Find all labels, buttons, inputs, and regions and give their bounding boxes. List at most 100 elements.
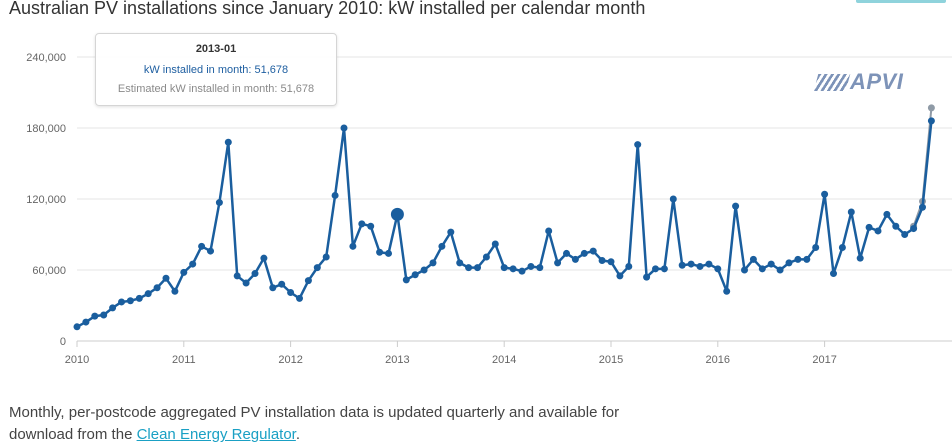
x-tick-label: 2017 [812, 354, 836, 366]
data-point [269, 284, 277, 292]
data-point [803, 255, 811, 263]
data-point [251, 270, 259, 278]
data-point [438, 242, 446, 250]
data-point [705, 260, 713, 268]
tooltip-estimated: Estimated kW installed in month: 51,678 [117, 83, 315, 95]
data-point [135, 294, 143, 302]
data-point [830, 270, 837, 278]
data-point [901, 231, 909, 238]
y-tick-label: 0 [60, 336, 66, 348]
apvi-logo-text: APVI [850, 69, 904, 94]
estimated-data-point [927, 104, 935, 112]
data-point [491, 240, 499, 248]
data-point [554, 259, 562, 267]
data-point [660, 265, 668, 273]
data-point [732, 202, 740, 210]
data-point [304, 277, 312, 285]
data-point [287, 288, 295, 296]
data-point [215, 199, 223, 207]
data-point [233, 272, 241, 280]
data-point [812, 244, 820, 252]
highlighted-data-point [390, 207, 404, 221]
line-chart[interactable]: 0 60,000 120,000 180,000 240,000 2010 2011 201… [0, 0, 952, 400]
data-point [571, 255, 579, 263]
data-point [509, 265, 517, 273]
data-point [411, 271, 419, 279]
data-point [883, 210, 891, 218]
x-tick-label: 2016 [706, 354, 730, 366]
data-point [669, 195, 677, 203]
data-point [794, 255, 802, 263]
top-tab-indicator[interactable] [856, 0, 946, 3]
data-point [367, 222, 375, 230]
data-point [500, 264, 508, 272]
data-point [527, 262, 535, 270]
data-point [598, 257, 606, 265]
x-tick-label: 2012 [278, 354, 302, 366]
data-point [207, 247, 214, 255]
data-point [91, 312, 99, 320]
footer-text: Monthly, per-postcode aggregated PV inst… [9, 404, 620, 443]
y-tick-label: 180,000 [26, 123, 66, 135]
data-point [144, 290, 152, 298]
data-point [838, 244, 846, 252]
data-point [474, 264, 481, 272]
x-tick-label: 2013 [385, 354, 409, 366]
data-point [776, 266, 784, 274]
data-point [402, 276, 410, 284]
y-tick-label: 240,000 [26, 52, 66, 64]
data-point [714, 265, 722, 273]
data-point [198, 242, 206, 250]
data-point [696, 262, 704, 270]
data-point [518, 267, 526, 275]
data-point [340, 124, 348, 132]
chart-tooltip: 2013-01 kW installed in month: 51,678 Es… [95, 33, 337, 106]
data-point [322, 253, 330, 261]
data-point [563, 249, 570, 257]
clean-energy-regulator-link[interactable]: Clean Energy Regulator [136, 426, 296, 443]
data-point [536, 264, 544, 272]
data-point [376, 248, 384, 256]
data-point [385, 249, 392, 257]
tooltip-date: 2013-01 [195, 43, 237, 55]
data-point [224, 138, 232, 146]
data-point [349, 242, 357, 250]
data-point [767, 260, 775, 268]
data-point [260, 254, 268, 262]
data-point [847, 208, 855, 216]
data-point [625, 262, 633, 270]
data-point [420, 266, 428, 274]
data-point [723, 287, 731, 295]
data-point [643, 273, 651, 281]
data-point [100, 311, 108, 319]
data-point [126, 297, 134, 305]
apvi-logo: APVI [813, 69, 904, 94]
data-point [634, 141, 642, 149]
data-point [607, 258, 615, 266]
data-point [118, 298, 125, 306]
tooltip-installed: kW installed in month: 51,678 [143, 64, 289, 76]
data-point [865, 223, 873, 231]
footer-text-end: . [295, 426, 301, 443]
data-point [892, 222, 900, 230]
data-point [910, 225, 918, 233]
data-point [589, 247, 597, 255]
data-point [278, 280, 286, 288]
data-point [545, 227, 553, 235]
data-point [109, 304, 117, 312]
data-point [758, 265, 766, 273]
data-point [429, 259, 437, 267]
data-point [153, 284, 161, 292]
data-point [785, 259, 793, 267]
data-point [821, 190, 829, 198]
data-point [82, 318, 90, 326]
data-point [296, 294, 303, 302]
data-point [456, 259, 464, 267]
x-tick-label: 2014 [492, 354, 516, 366]
data-point [616, 272, 624, 280]
data-point [580, 249, 588, 257]
data-point [678, 261, 686, 269]
data-point [927, 117, 935, 125]
data-point [189, 260, 197, 268]
data-point [180, 268, 188, 276]
